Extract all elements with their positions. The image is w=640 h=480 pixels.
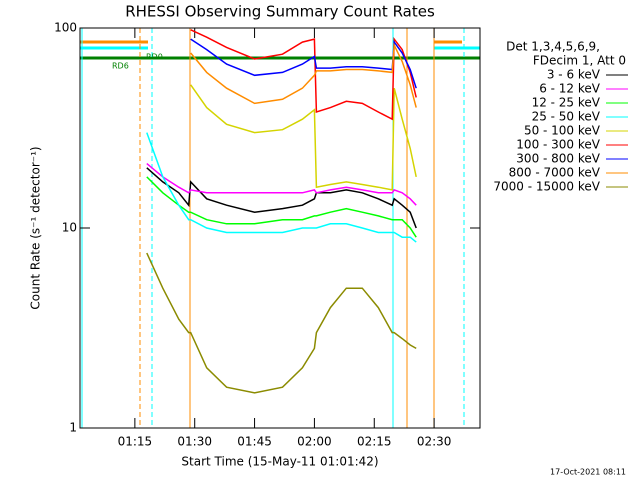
x-tick-label: 01:15 — [118, 435, 153, 449]
y-tick-label: 100 — [54, 21, 77, 35]
legend-label: 7000 - 15000 keV — [493, 180, 600, 194]
legend-label: 300 - 800 keV — [516, 152, 600, 166]
x-tick-label: 02:00 — [297, 435, 332, 449]
x-axis-label: Start Time (15-May-11 01:01:42) — [181, 455, 378, 469]
y-tick-label: 10 — [62, 221, 77, 235]
legend-header: FDecim 1, Att 0 — [533, 54, 626, 68]
series-line — [146, 163, 417, 206]
series-line — [146, 176, 417, 238]
x-tick-label: 02:30 — [417, 435, 452, 449]
footer: 17-Oct-2021 08:11 — [550, 468, 626, 477]
series-line — [146, 132, 417, 243]
series-line — [146, 167, 417, 229]
series-line — [190, 29, 417, 121]
annotation: RD0 — [146, 53, 163, 62]
x-tick-label: 01:45 — [237, 435, 272, 449]
series-line — [190, 42, 417, 108]
series-line — [190, 38, 417, 89]
legend-header: Det 1,3,4,5,6,9, — [506, 40, 600, 54]
legend-label: 25 - 50 keV — [532, 110, 601, 124]
x-tick-label: 02:15 — [357, 435, 392, 449]
y-tick-label: 1 — [69, 421, 77, 435]
legend-label: 800 - 7000 keV — [509, 166, 601, 180]
flag-lines — [80, 28, 480, 428]
chart-title: RHESSI Observing Summary Count Rates — [125, 3, 435, 21]
legend-label: 12 - 25 keV — [532, 96, 601, 110]
x-tick-label: 01:30 — [177, 435, 212, 449]
legend-label: 6 - 12 keV — [539, 82, 601, 96]
series-line — [190, 84, 417, 191]
legend-label: 50 - 100 keV — [524, 124, 601, 138]
legend-label: 100 - 300 keV — [516, 138, 600, 152]
series-line — [146, 252, 417, 394]
annotation: RD6 — [112, 62, 129, 71]
y-axis-label: Count Rate (s⁻¹ detector⁻¹) — [29, 146, 43, 309]
legend-label: 3 - 6 keV — [547, 68, 601, 82]
